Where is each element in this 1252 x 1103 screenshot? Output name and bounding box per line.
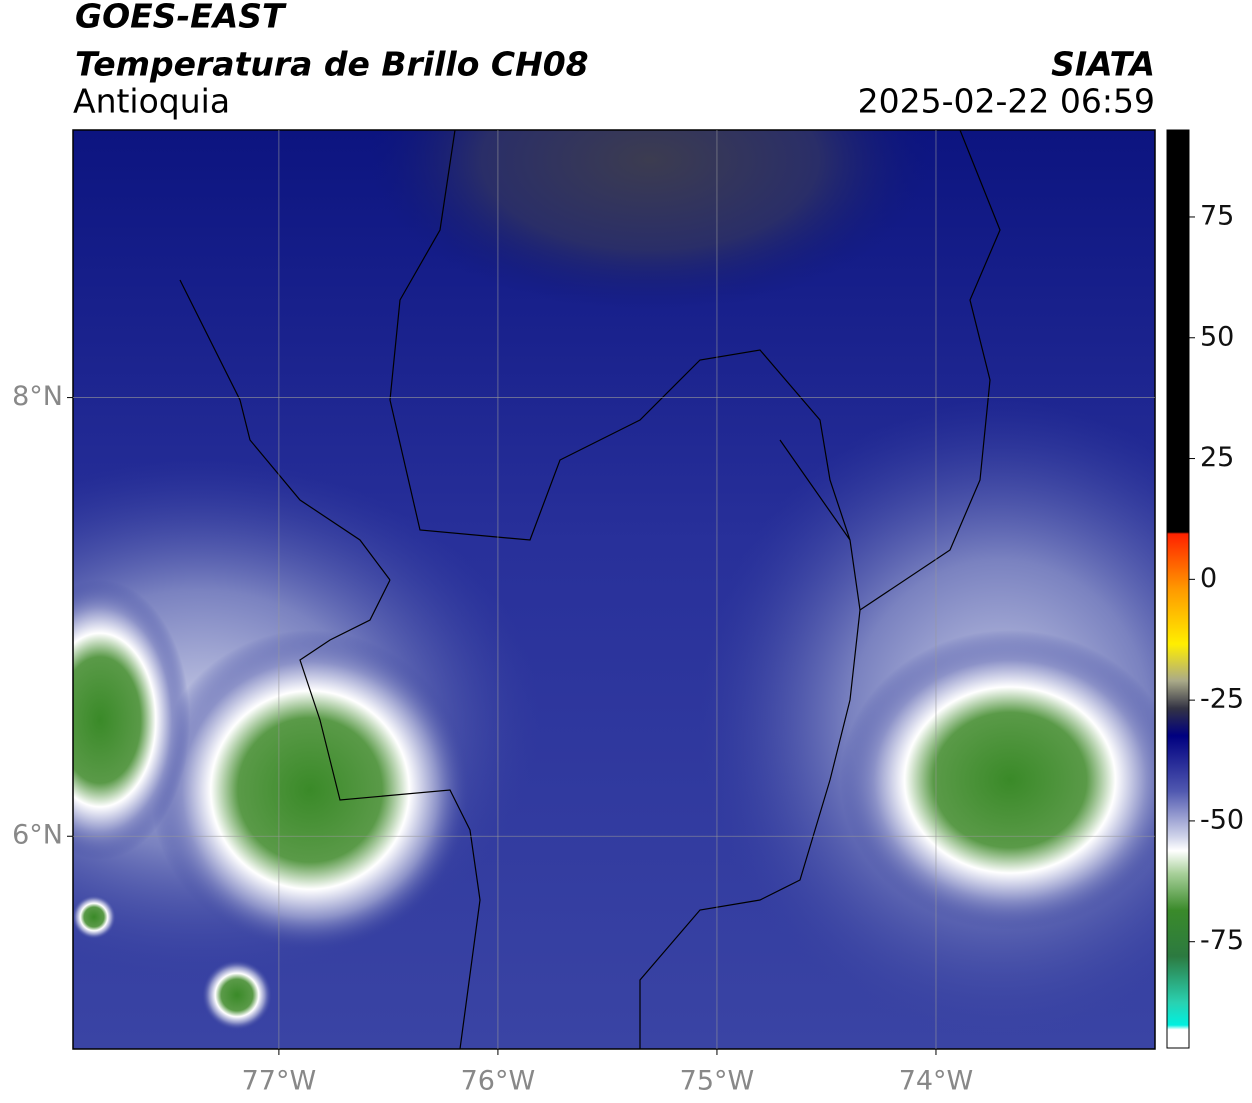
warm-area — [370, 130, 930, 310]
x-tick-label: 75°W — [680, 1066, 755, 1097]
x-tick-label: 77°W — [242, 1066, 317, 1097]
y-tick-label: 8°N — [12, 381, 63, 412]
source: SIATA — [1051, 45, 1155, 84]
colorbar-tick-label: -25 — [1200, 684, 1244, 715]
title: GOES-EAST — [75, 0, 287, 36]
x-tick-label: 74°W — [899, 1066, 974, 1097]
colorbar-tick-label: 50 — [1200, 321, 1234, 352]
colorbar-tick-label: -50 — [1200, 804, 1244, 835]
colorbar-tick-label: -75 — [1200, 925, 1244, 956]
cloud — [73, 580, 190, 860]
subtitle: Temperatura de Brillo CH08 — [75, 45, 589, 84]
y-tick-label: 6°N — [12, 820, 63, 851]
colorbar — [1166, 129, 1190, 1049]
map-frame — [72, 129, 1156, 1050]
cloud — [73, 895, 116, 939]
cloud — [840, 630, 1155, 930]
colorbar-tick-label: 25 — [1200, 442, 1234, 473]
cloud — [202, 960, 272, 1030]
datetime: 2025-02-22 06:59 — [858, 82, 1155, 121]
colorbar-tick-label: 75 — [1200, 200, 1234, 231]
borders — [179, 130, 1001, 1049]
cloud — [150, 630, 470, 950]
x-tick-label: 76°W — [461, 1066, 536, 1097]
colorbar-tick-label: 0 — [1200, 563, 1217, 594]
imagery — [73, 130, 1155, 1049]
region: Antioquia — [73, 82, 230, 121]
